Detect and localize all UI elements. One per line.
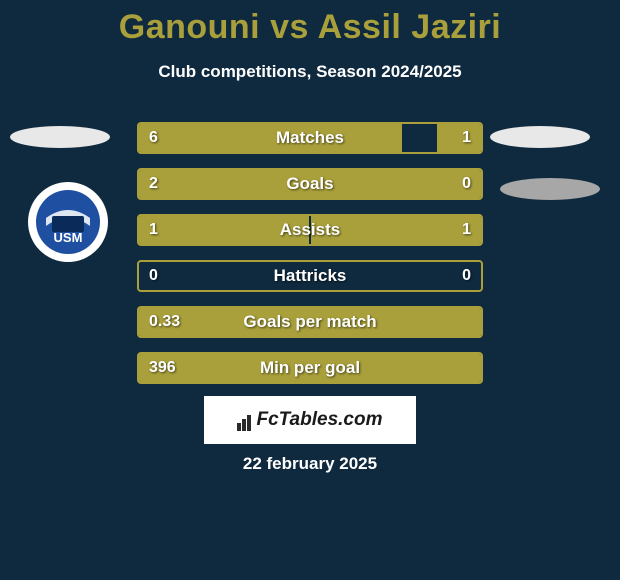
- stat-value-right: 0: [462, 262, 471, 290]
- player1-flag-oval: [10, 126, 110, 148]
- bar-fill-left: [139, 308, 481, 336]
- fctables-text: FcTables.com: [256, 409, 382, 431]
- page-title: Ganouni vs Assil Jaziri: [0, 8, 620, 47]
- bar-center-gap: [309, 216, 311, 244]
- subtitle: Club competitions, Season 2024/2025: [0, 62, 620, 82]
- logo-bar-icon: [237, 423, 241, 431]
- bar-fill-left: [139, 124, 402, 152]
- stat-value-left: 0: [149, 262, 158, 290]
- fctables-watermark: FcTables.com: [204, 396, 416, 444]
- bar-fill-right: [437, 124, 481, 152]
- stat-row-goals-per-match: Goals per match0.33: [137, 306, 483, 338]
- stat-row-min-per-goal: Min per goal396: [137, 352, 483, 384]
- player1-club-badge: USM: [26, 180, 110, 264]
- infographic-date: 22 february 2025: [0, 454, 620, 474]
- player2-flag-oval: [490, 126, 590, 148]
- logo-bar-icon: [242, 419, 246, 431]
- fctables-logo-icon: [237, 409, 252, 431]
- bar-fill-left: [139, 216, 310, 244]
- stat-row-assists: Assists11: [137, 214, 483, 246]
- bar-fill-right: [310, 216, 481, 244]
- logo-bar-icon: [247, 415, 251, 431]
- comparison-bars: Matches61 Goals20 Assists11 Hattricks0 0 Goal…: [137, 122, 483, 398]
- bar-fill-left: [139, 354, 481, 382]
- stat-row-goals: Goals20: [137, 168, 483, 200]
- player2-club-oval: [500, 178, 600, 200]
- bar-fill-left: [139, 170, 481, 198]
- stat-row-matches: Matches61: [137, 122, 483, 154]
- club-badge-svg: USM: [26, 180, 110, 264]
- stat-label: Hattricks: [139, 262, 481, 290]
- svg-text:USM: USM: [54, 230, 83, 245]
- comparison-infographic: Ganouni vs Assil Jaziri Club competition…: [0, 0, 620, 580]
- stat-row-hattricks: Hattricks0 0: [137, 260, 483, 292]
